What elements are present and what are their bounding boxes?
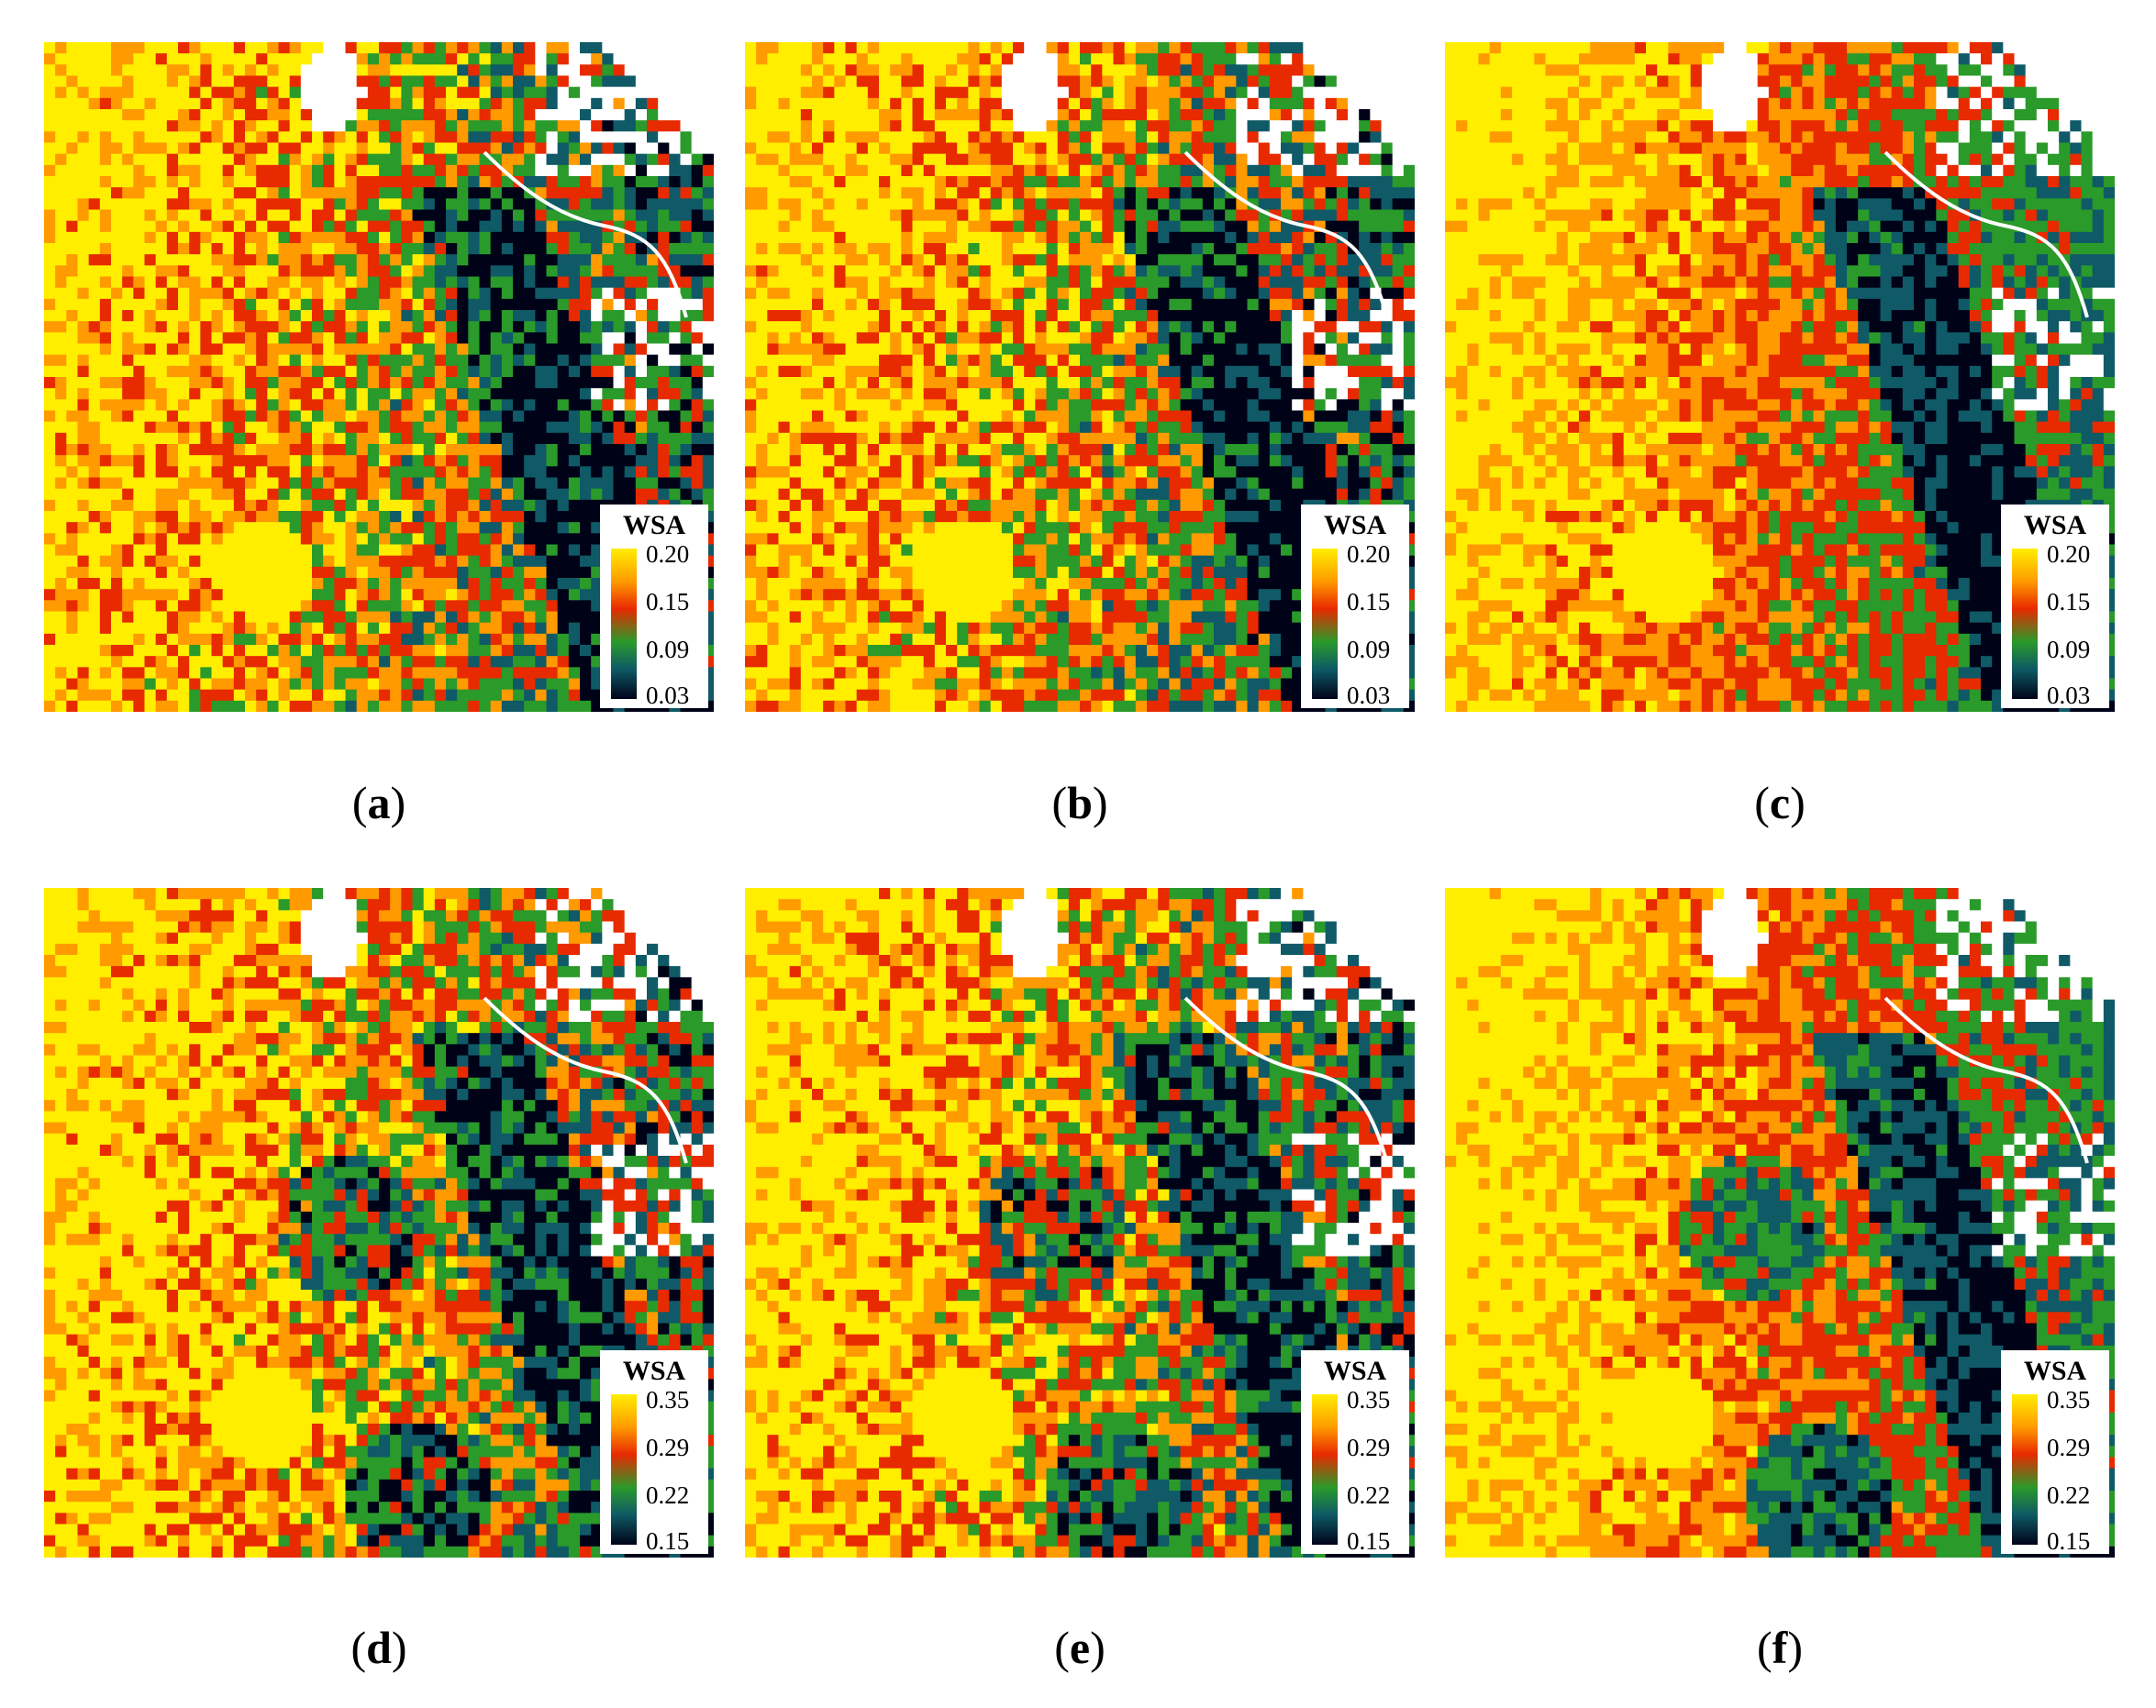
wsa-map-a <box>44 42 714 712</box>
panel-label-e: (e) <box>1006 1622 1153 1673</box>
map-panel-a: WSA 0.20 0.15 0.09 0.03 <box>44 42 714 712</box>
legend-tick-min: 0.03 <box>2047 682 2090 708</box>
map-panel-d: WSA 0.35 0.29 0.22 0.15 <box>44 888 714 1558</box>
legend-e: WSA 0.35 0.29 0.22 0.15 <box>1301 1350 1409 1554</box>
wsa-map-d <box>44 888 714 1558</box>
legend-d: WSA 0.35 0.29 0.22 0.15 <box>600 1350 708 1554</box>
legend-tick-high: 0.15 <box>2047 589 2090 615</box>
legend-title: WSA <box>600 510 708 541</box>
legend-b: WSA 0.20 0.15 0.09 0.03 <box>1301 505 1409 708</box>
map-panel-e: WSA 0.35 0.29 0.22 0.15 <box>745 888 1415 1558</box>
map-panel-f: WSA 0.35 0.29 0.22 0.15 <box>1445 888 2115 1558</box>
wsa-map-e <box>745 888 1415 1558</box>
legend-tick-min: 0.15 <box>1347 1528 1390 1554</box>
legend-tick-mid: 0.22 <box>1347 1482 1390 1508</box>
panel-label-a: (a) <box>306 777 452 828</box>
colorbar <box>2012 549 2038 699</box>
legend-tick-max: 0.35 <box>646 1387 689 1413</box>
legend-title: WSA <box>2001 510 2109 541</box>
legend-c: WSA 0.20 0.15 0.09 0.03 <box>2001 505 2109 708</box>
legend-tick-min: 0.15 <box>2047 1528 2090 1554</box>
legend-tick-min: 0.03 <box>1347 682 1390 708</box>
legend-tick-high: 0.15 <box>646 589 689 615</box>
legend-tick-high: 0.29 <box>1347 1435 1390 1460</box>
legend-tick-max: 0.35 <box>2047 1387 2090 1413</box>
legend-tick-max: 0.20 <box>2047 541 2090 567</box>
legend-title: WSA <box>1301 1356 1409 1387</box>
legend-title: WSA <box>600 1356 708 1387</box>
legend-tick-mid: 0.09 <box>2047 637 2090 662</box>
colorbar <box>611 1394 637 1545</box>
legend-a: WSA 0.20 0.15 0.09 0.03 <box>600 505 708 708</box>
legend-title: WSA <box>1301 510 1409 541</box>
map-panel-b: WSA 0.20 0.15 0.09 0.03 <box>745 42 1415 712</box>
legend-tick-mid: 0.09 <box>1347 637 1390 662</box>
legend-tick-max: 0.20 <box>1347 541 1390 567</box>
colorbar <box>611 549 637 699</box>
legend-tick-mid: 0.22 <box>2047 1482 2090 1508</box>
legend-tick-min: 0.03 <box>646 682 689 708</box>
legend-tick-high: 0.15 <box>1347 589 1390 615</box>
legend-title: WSA <box>2001 1356 2109 1387</box>
legend-tick-max: 0.35 <box>1347 1387 1390 1413</box>
panel-label-b: (b) <box>1006 777 1153 828</box>
legend-tick-mid: 0.22 <box>646 1482 689 1508</box>
legend-tick-min: 0.15 <box>646 1528 689 1554</box>
legend-tick-max: 0.20 <box>646 541 689 567</box>
legend-tick-high: 0.29 <box>646 1435 689 1460</box>
legend-tick-high: 0.29 <box>2047 1435 2090 1460</box>
panel-label-f: (f) <box>1706 1622 1853 1673</box>
legend-f: WSA 0.35 0.29 0.22 0.15 <box>2001 1350 2109 1554</box>
legend-tick-mid: 0.09 <box>646 637 689 662</box>
panel-label-d: (d) <box>306 1622 452 1673</box>
colorbar <box>1312 549 1338 699</box>
colorbar <box>1312 1394 1338 1545</box>
wsa-map-b <box>745 42 1415 712</box>
panel-label-c: (c) <box>1706 777 1853 828</box>
map-panel-c: WSA 0.20 0.15 0.09 0.03 <box>1445 42 2115 712</box>
wsa-map-f <box>1445 888 2115 1558</box>
colorbar <box>2012 1394 2038 1545</box>
